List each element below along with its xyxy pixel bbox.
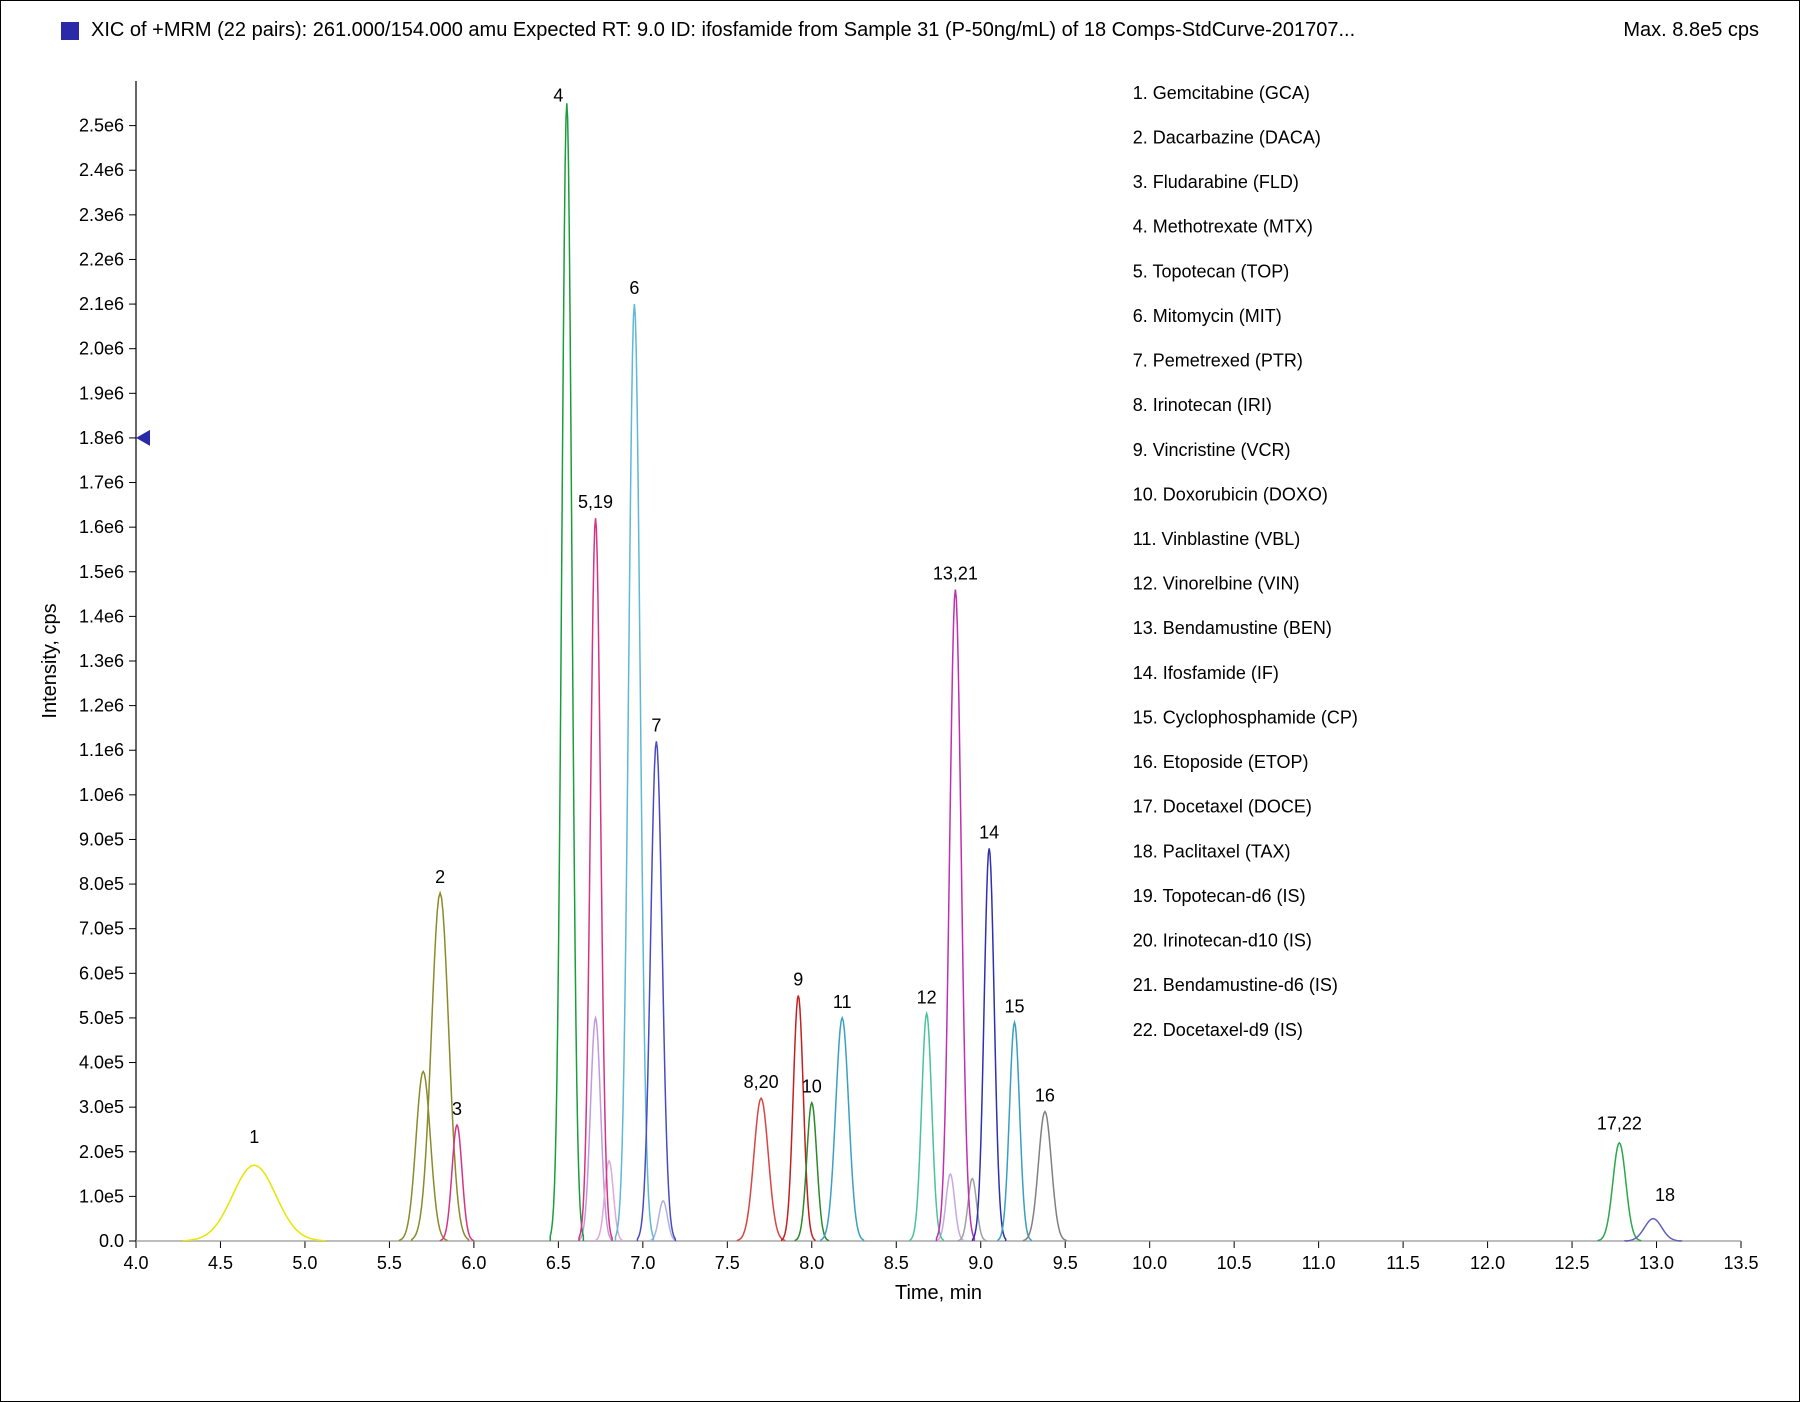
svg-text:2.0e5: 2.0e5 <box>79 1142 124 1162</box>
svg-text:13.0: 13.0 <box>1639 1253 1674 1273</box>
svg-text:1. Gemcitabine (GCA): 1. Gemcitabine (GCA) <box>1133 83 1310 103</box>
svg-text:7.5: 7.5 <box>715 1253 740 1273</box>
svg-text:22. Docetaxel-d9 (IS): 22. Docetaxel-d9 (IS) <box>1133 1020 1303 1040</box>
svg-text:9.5: 9.5 <box>1053 1253 1078 1273</box>
svg-text:6.0e5: 6.0e5 <box>79 963 124 983</box>
svg-text:2.1e6: 2.1e6 <box>79 294 124 314</box>
svg-text:5,19: 5,19 <box>578 492 613 512</box>
svg-text:18: 18 <box>1655 1185 1675 1205</box>
svg-text:11.5: 11.5 <box>1386 1253 1420 1273</box>
svg-text:7. Pemetrexed (PTR): 7. Pemetrexed (PTR) <box>1133 351 1303 371</box>
svg-text:13. Bendamustine (BEN): 13. Bendamustine (BEN) <box>1133 618 1332 638</box>
svg-text:1.6e6: 1.6e6 <box>79 517 124 537</box>
svg-text:6: 6 <box>629 278 639 298</box>
chart-header: XIC of +MRM (22 pairs): 261.000/154.000 … <box>61 19 1759 42</box>
svg-text:4.0e5: 4.0e5 <box>79 1053 124 1073</box>
svg-text:4. Methotrexate (MTX): 4. Methotrexate (MTX) <box>1133 217 1313 237</box>
svg-text:19. Topotecan-d6 (IS): 19. Topotecan-d6 (IS) <box>1133 886 1306 906</box>
svg-text:1.0e5: 1.0e5 <box>79 1186 124 1206</box>
header-title: XIC of +MRM (22 pairs): 261.000/154.000 … <box>91 19 1355 42</box>
chart-frame: XIC of +MRM (22 pairs): 261.000/154.000 … <box>0 0 1800 1402</box>
svg-text:1.9e6: 1.9e6 <box>79 383 124 403</box>
svg-text:2.4e6: 2.4e6 <box>79 160 124 180</box>
svg-text:16. Etoposide (ETOP): 16. Etoposide (ETOP) <box>1133 752 1309 772</box>
svg-text:8.0: 8.0 <box>799 1253 824 1273</box>
svg-text:3: 3 <box>452 1099 462 1119</box>
svg-text:10.5: 10.5 <box>1217 1253 1252 1273</box>
svg-text:1: 1 <box>249 1127 259 1147</box>
svg-text:2.0e6: 2.0e6 <box>79 339 124 359</box>
svg-text:0.0: 0.0 <box>99 1231 124 1251</box>
svg-text:1.7e6: 1.7e6 <box>79 473 124 493</box>
svg-text:4.5: 4.5 <box>208 1253 233 1273</box>
svg-text:5.0e5: 5.0e5 <box>79 1008 124 1028</box>
svg-text:5. Topotecan (TOP): 5. Topotecan (TOP) <box>1133 261 1289 281</box>
svg-text:1.8e6: 1.8e6 <box>79 428 124 448</box>
svg-text:1.2e6: 1.2e6 <box>79 696 124 716</box>
svg-text:14. Ifosfamide (IF): 14. Ifosfamide (IF) <box>1133 663 1279 683</box>
svg-text:16: 16 <box>1035 1086 1055 1106</box>
svg-text:6.0: 6.0 <box>461 1253 486 1273</box>
svg-text:8.5: 8.5 <box>884 1253 909 1273</box>
svg-text:17,22: 17,22 <box>1597 1113 1642 1133</box>
svg-text:1.0e6: 1.0e6 <box>79 785 124 805</box>
svg-text:18. Paclitaxel (TAX): 18. Paclitaxel (TAX) <box>1133 841 1291 861</box>
svg-text:Time, min: Time, min <box>895 1282 982 1304</box>
svg-text:2.3e6: 2.3e6 <box>79 205 124 225</box>
svg-text:4: 4 <box>553 85 563 105</box>
svg-text:3.0e5: 3.0e5 <box>79 1097 124 1117</box>
svg-text:9. Vincristine (VCR): 9. Vincristine (VCR) <box>1133 440 1291 460</box>
svg-text:2.2e6: 2.2e6 <box>79 249 124 269</box>
svg-text:1.1e6: 1.1e6 <box>79 740 124 760</box>
svg-text:10. Doxorubicin (DOXO): 10. Doxorubicin (DOXO) <box>1133 484 1328 504</box>
svg-text:10.0: 10.0 <box>1132 1253 1167 1273</box>
svg-text:6.5: 6.5 <box>546 1253 571 1273</box>
svg-text:15: 15 <box>1005 996 1025 1016</box>
svg-text:13.5: 13.5 <box>1723 1253 1758 1273</box>
svg-text:3. Fludarabine (FLD): 3. Fludarabine (FLD) <box>1133 172 1299 192</box>
svg-text:8.0e5: 8.0e5 <box>79 874 124 894</box>
svg-text:8,20: 8,20 <box>744 1072 779 1092</box>
header-max: Max. 8.8e5 cps <box>1623 19 1759 42</box>
svg-text:12: 12 <box>917 987 937 1007</box>
svg-text:1.3e6: 1.3e6 <box>79 651 124 671</box>
svg-text:7.0: 7.0 <box>630 1253 655 1273</box>
svg-text:5.0: 5.0 <box>292 1253 317 1273</box>
chromatogram-plot: 4.04.55.05.56.06.57.07.58.08.59.09.510.0… <box>131 71 1751 1311</box>
svg-text:10: 10 <box>802 1077 822 1097</box>
svg-text:20. Irinotecan-d10 (IS): 20. Irinotecan-d10 (IS) <box>1133 931 1312 951</box>
svg-text:9: 9 <box>793 970 803 990</box>
svg-text:Intensity, cps: Intensity, cps <box>39 603 61 718</box>
svg-text:7: 7 <box>651 715 661 735</box>
svg-text:6. Mitomycin (MIT): 6. Mitomycin (MIT) <box>1133 306 1282 326</box>
svg-text:17. Docetaxel (DOCE): 17. Docetaxel (DOCE) <box>1133 797 1312 817</box>
svg-text:14: 14 <box>979 822 999 842</box>
svg-text:11: 11 <box>833 992 852 1012</box>
series-marker-icon <box>61 22 79 40</box>
svg-text:2.5e6: 2.5e6 <box>79 116 124 136</box>
svg-text:12. Vinorelbine (VIN): 12. Vinorelbine (VIN) <box>1133 574 1300 594</box>
svg-text:11.0: 11.0 <box>1302 1253 1336 1273</box>
svg-text:1.5e6: 1.5e6 <box>79 562 124 582</box>
svg-text:12.5: 12.5 <box>1555 1253 1590 1273</box>
svg-text:11. Vinblastine (VBL): 11. Vinblastine (VBL) <box>1133 529 1300 549</box>
svg-text:13,21: 13,21 <box>933 564 978 584</box>
svg-text:4.0: 4.0 <box>123 1253 148 1273</box>
svg-text:21. Bendamustine-d6 (IS): 21. Bendamustine-d6 (IS) <box>1133 975 1338 995</box>
svg-text:9.0e5: 9.0e5 <box>79 829 124 849</box>
svg-text:15. Cyclophosphamide (CP): 15. Cyclophosphamide (CP) <box>1133 707 1358 727</box>
svg-text:12.0: 12.0 <box>1470 1253 1505 1273</box>
svg-text:2: 2 <box>435 867 445 887</box>
svg-text:9.0: 9.0 <box>968 1253 993 1273</box>
svg-text:8. Irinotecan (IRI): 8. Irinotecan (IRI) <box>1133 395 1272 415</box>
svg-text:1.4e6: 1.4e6 <box>79 606 124 626</box>
svg-text:7.0e5: 7.0e5 <box>79 919 124 939</box>
svg-text:5.5: 5.5 <box>377 1253 402 1273</box>
svg-text:2. Dacarbazine (DACA): 2. Dacarbazine (DACA) <box>1133 127 1321 147</box>
